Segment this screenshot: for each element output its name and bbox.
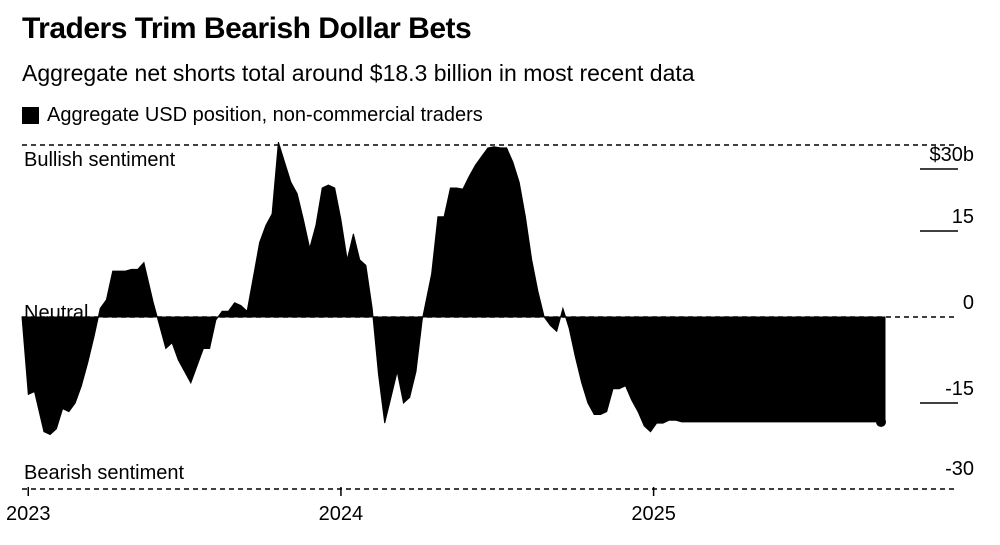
last-value-marker — [876, 416, 886, 427]
bullish-annotation: Bullish sentiment — [24, 149, 176, 171]
legend-swatch — [22, 107, 39, 124]
x-tick-label: 2023 — [6, 503, 51, 525]
bearish-annotation: Bearish sentiment — [24, 462, 185, 484]
legend: Aggregate USD position, non-commercial t… — [22, 104, 483, 127]
x-tick-label: 2024 — [319, 503, 364, 525]
neutral-annotation: Neutral — [24, 302, 88, 324]
y-tick-label: 15 — [952, 206, 974, 228]
y-tick-label: -30 — [945, 458, 974, 480]
chart-title: Traders Trim Bearish Dollar Bets — [22, 12, 472, 45]
x-tick-label: 2025 — [631, 503, 676, 525]
chart-subtitle: Aggregate net shorts total around $18.3 … — [22, 60, 695, 86]
y-tick-label: $30b — [930, 144, 975, 166]
area-series — [21, 141, 886, 436]
y-tick-label: -15 — [945, 378, 974, 400]
y-tick-label: 0 — [963, 292, 974, 314]
legend-label: Aggregate USD position, non-commercial t… — [47, 104, 483, 126]
